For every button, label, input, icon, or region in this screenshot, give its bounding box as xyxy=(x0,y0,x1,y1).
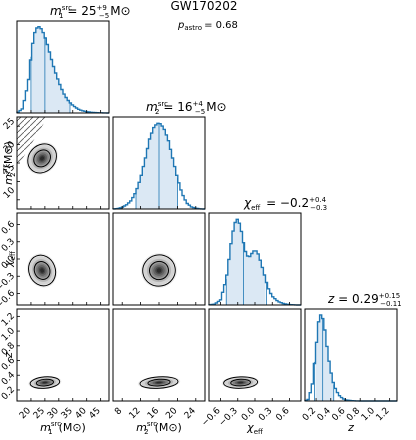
contour-90 xyxy=(29,376,61,389)
hist-ci-fill-m1 xyxy=(31,26,70,114)
contour-90 xyxy=(27,143,57,174)
x-tick-label-m1: 35 xyxy=(60,406,75,421)
param-estimate-m2: msrc 2 = 16+4 −5M⊙ xyxy=(146,100,227,116)
x-axis-label-z: z xyxy=(347,421,354,434)
x-tick-label-m1: 20 xyxy=(18,406,33,421)
contour-90 xyxy=(139,376,179,389)
pastro-label: pastro = 0.68 xyxy=(177,20,238,32)
hist-ci-fill-z xyxy=(315,314,335,401)
contour-50 xyxy=(147,378,171,387)
x-tick-label-m2: 16 xyxy=(146,406,161,421)
x-tick-label-chi_eff: −0.6 xyxy=(200,406,223,429)
hist-line-chi_eff xyxy=(208,218,301,306)
density-panel-m2-chi_eff xyxy=(140,253,178,288)
line-layer xyxy=(16,20,398,402)
contour-90 xyxy=(223,376,259,389)
contour-50 xyxy=(149,260,169,281)
density-level-7 xyxy=(238,381,243,384)
density-panel-m1-chi_eff xyxy=(27,253,58,288)
contour-50 xyxy=(33,149,51,168)
x-tick-label-m2: 12 xyxy=(128,406,143,421)
y-tick-label-m2: 10 xyxy=(2,185,17,200)
panel-frame-3-0 xyxy=(16,308,110,402)
y-axis-label-m2: msrc2(M⊙) xyxy=(1,141,17,185)
x-tick-label-m1: 40 xyxy=(74,406,89,421)
y-tick-label-z: 1.0 xyxy=(0,326,17,343)
event-title: GW170202 xyxy=(171,0,238,13)
density-level-7 xyxy=(40,156,45,161)
x-tick-label-m1: 25 xyxy=(32,406,47,421)
pastro-symbol: p xyxy=(177,20,184,31)
x-tick-label-z: 0.4 xyxy=(316,406,333,423)
density-layer xyxy=(17,26,335,401)
x-axis-label-m2: msrc 2 (M⊙) xyxy=(136,420,182,436)
param-estimate-chi_eff: χeff = −0.2+0.4 −0.3 xyxy=(243,196,327,212)
density-panel-chi_eff-z xyxy=(221,376,260,390)
hist-ci-fill-chi_eff xyxy=(225,219,266,305)
pastro-subscript: astro xyxy=(184,24,202,32)
density-level-7 xyxy=(156,268,162,273)
x-axis-label-m1: msrc 1 (M⊙) xyxy=(40,420,86,436)
panel-frame-3-2 xyxy=(208,308,302,402)
x-tick-label-m1: 45 xyxy=(88,406,103,421)
y-tick-label-chi_eff: 0.6 xyxy=(0,219,17,236)
y-tick-label-z: 0.4 xyxy=(0,370,17,387)
density-level-7 xyxy=(40,268,44,273)
panel-frame-3-3 xyxy=(304,308,398,402)
y-axis-label-chi_eff: χeff xyxy=(2,251,17,268)
x-tick-label-chi_eff: 0.6 xyxy=(274,406,291,423)
x-tick-label-z: 1.2 xyxy=(375,406,392,423)
hist-line-m1 xyxy=(16,26,109,114)
param-estimate-z: z = 0.29+0.15 −0.11 xyxy=(327,292,402,308)
x-tick-label-chi_eff: 0.3 xyxy=(257,406,274,423)
x-tick-label-z: 0.2 xyxy=(301,406,318,423)
density-level-7 xyxy=(42,381,47,384)
density-level-7 xyxy=(156,381,162,384)
y-tick-label-z: 0.2 xyxy=(0,385,17,402)
y-tick-label-z: 1.2 xyxy=(0,311,17,328)
contour-90 xyxy=(28,254,57,287)
x-tick-label-m2: 8 xyxy=(113,406,124,417)
y-axis-label-z: z xyxy=(2,352,15,359)
density-panel-m1-m2 xyxy=(17,117,59,175)
panel-frame-0-0 xyxy=(16,20,110,114)
contour-90 xyxy=(142,254,176,287)
param-estimate-m1: msrc 1 = 25+9 −5M⊙ xyxy=(50,4,131,20)
x-tick-label-z: 1.0 xyxy=(360,406,377,423)
prior-hatch-region xyxy=(17,117,48,168)
contour-50 xyxy=(230,378,251,387)
y-tick-label-m2: 25 xyxy=(2,117,17,132)
contour-50 xyxy=(33,261,51,280)
x-axis-label-chi_eff: χeff xyxy=(246,421,263,436)
x-tick-label-m1: 30 xyxy=(46,406,61,421)
x-tick-label-chi_eff: −0.3 xyxy=(217,406,240,429)
pastro-value: = 0.68 xyxy=(204,20,238,31)
x-tick-label-m2: 24 xyxy=(183,406,198,421)
contour-50 xyxy=(35,378,54,387)
x-tick-label-z: 0.6 xyxy=(330,406,347,423)
hist-ci-fill-m2 xyxy=(136,123,178,209)
x-tick-label-m2: 20 xyxy=(164,406,179,421)
